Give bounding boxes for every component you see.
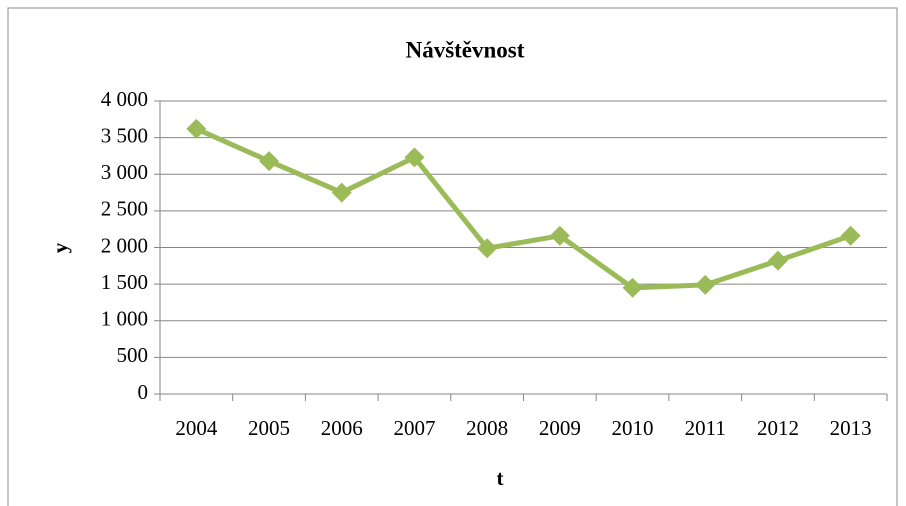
y-tick-label: 2 000 <box>101 233 148 257</box>
x-tick-label: 2008 <box>466 416 508 440</box>
data-line <box>195 126 852 291</box>
data-point <box>186 118 207 139</box>
x-tick-label: 2010 <box>612 416 654 440</box>
x-tick-label: 2009 <box>539 416 581 440</box>
data-point <box>259 151 280 172</box>
x-tick-label: 2004 <box>175 416 218 440</box>
data-point <box>404 147 425 168</box>
data-point <box>695 274 716 295</box>
data-point <box>840 225 861 246</box>
x-tick-label: 2013 <box>830 416 872 440</box>
y-tick-label: 500 <box>117 343 149 367</box>
data-point <box>331 182 352 203</box>
x-tick-label: 2007 <box>393 416 435 440</box>
chart-title: Návštěvnost <box>406 37 525 62</box>
x-tick-label: 2012 <box>757 416 799 440</box>
y-tick-label: 3 500 <box>101 123 148 147</box>
y-tick-label: 2 500 <box>101 197 148 221</box>
y-tick-label: 4 000 <box>101 87 148 111</box>
x-tick-label: 2006 <box>321 416 363 440</box>
data-point <box>477 238 498 259</box>
data-point <box>549 225 570 246</box>
x-tick-label: 2005 <box>248 416 290 440</box>
x-axis-label: t <box>497 466 504 490</box>
data-point <box>767 250 788 271</box>
data-point <box>622 277 643 298</box>
x-tick-label: 2011 <box>685 416 726 440</box>
y-tick-label: 3 000 <box>101 160 148 184</box>
y-tick-label: 1 000 <box>101 307 148 331</box>
chart-frame <box>7 7 898 506</box>
y-axis-label: y <box>48 242 72 253</box>
y-tick-label: 0 <box>138 380 149 404</box>
y-tick-label: 1 500 <box>101 270 148 294</box>
